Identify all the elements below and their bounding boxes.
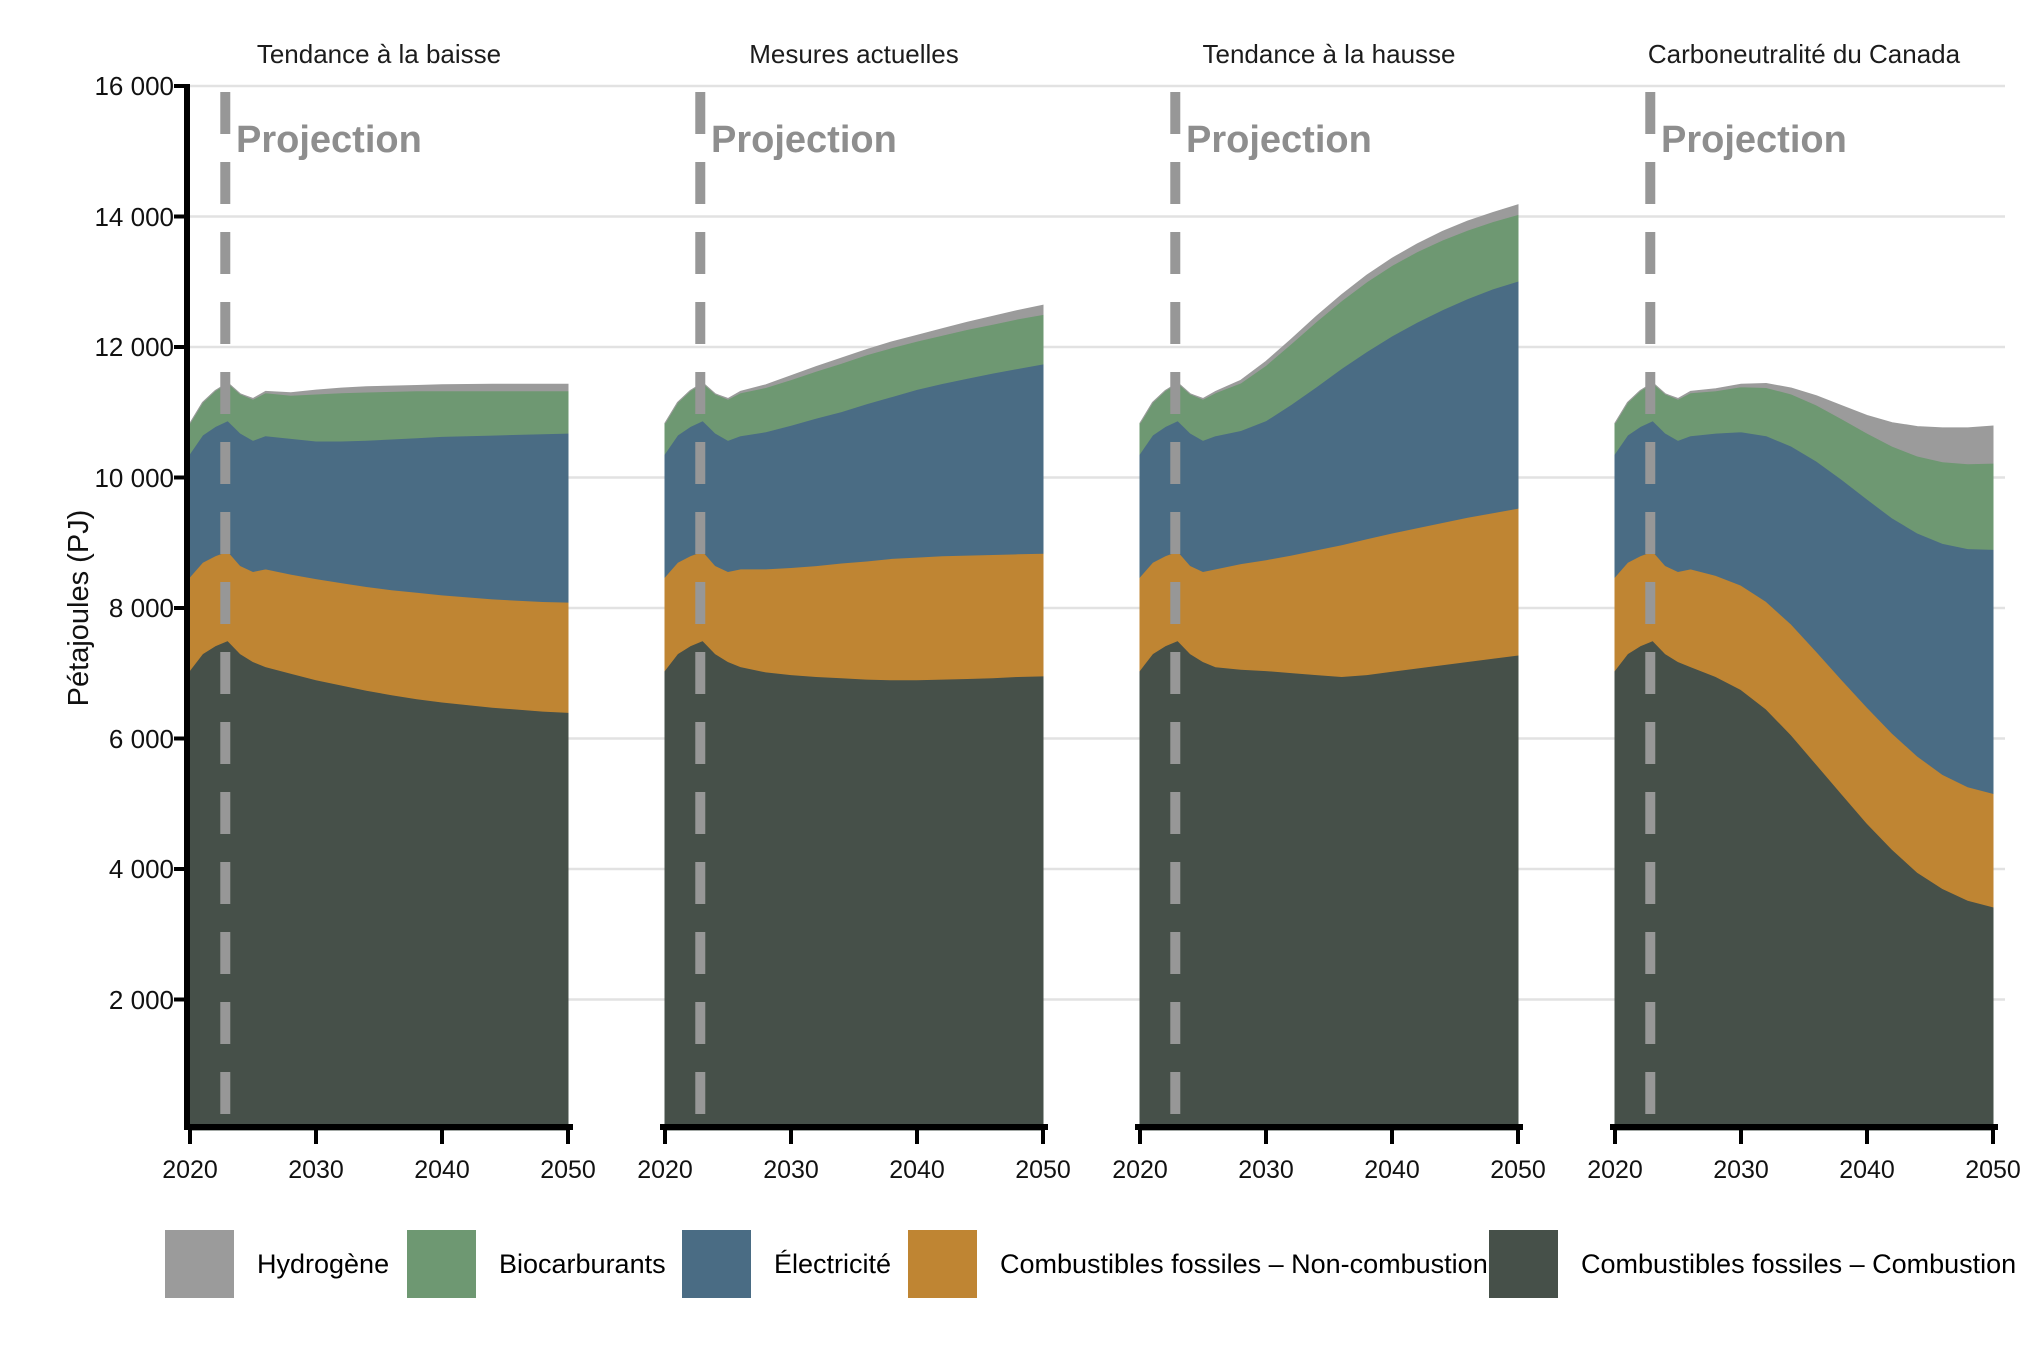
legend: Hydrogène Biocarburants Électricité Comb… [0, 1230, 2025, 1300]
area-band-5-panel-3 [1139, 204, 1519, 424]
x-axis-tick [1041, 1130, 1045, 1144]
x-axis-tick [188, 1130, 192, 1144]
x-axis-tick [915, 1130, 919, 1144]
legend-label-electricite: Électricité [774, 1248, 892, 1279]
y-axis-tick [174, 997, 184, 1002]
y-tick-14000: 14 000 [94, 202, 174, 232]
y-tick-6000: 6 000 [109, 724, 174, 754]
area-band-1-panel-1 [189, 640, 569, 1131]
area-bands [189, 204, 1994, 1131]
area-band-1-panel-2 [664, 640, 1044, 1131]
area-band-5-panel-1 [189, 382, 569, 424]
legend-item-electricite: Électricité [682, 1230, 891, 1298]
x-axis-line-panel-4 [1610, 1124, 1998, 1130]
x-tick-label-2050-panel-3: 2050 [1490, 1156, 1546, 1184]
y-axis-line [184, 84, 190, 1130]
x-axis-tick [1865, 1130, 1869, 1144]
y-tick-16000: 16 000 [94, 71, 174, 101]
x-axis-line-panel-2 [660, 1124, 1048, 1130]
area-band-5-panel-4 [1614, 382, 1994, 465]
y-tick-10000: 10 000 [94, 463, 174, 493]
electricity-swatch [682, 1230, 751, 1298]
projection-label-3: Projection [1186, 119, 1372, 161]
panel-title-hausse: Tendance à la hausse [1203, 39, 1456, 69]
x-tick-label-2020-panel-1: 2020 [162, 1156, 218, 1184]
x-axis-tick [1390, 1130, 1394, 1144]
x-tick-label-2050-panel-1: 2050 [540, 1156, 596, 1184]
legend-label-biocarburants: Biocarburants [499, 1248, 666, 1279]
legend-label-fossiles-combustion: Combustibles fossiles – Combustion [1581, 1248, 2017, 1279]
legend-label-fossiles-non-combustion: Combustibles fossiles – Non-combustion [1000, 1248, 1488, 1279]
projection-label-2: Projection [711, 119, 897, 161]
x-axis-tick [314, 1130, 318, 1144]
y-tick-2000: 2 000 [109, 985, 174, 1015]
y-tick-8000: 8 000 [109, 593, 174, 623]
axes [174, 84, 1998, 1144]
panel-title-carboneutralite: Carboneutralité du Canada [1648, 39, 1961, 69]
legend-item-fossiles-non-combustion: Combustibles fossiles – Non-combustion [908, 1230, 1488, 1298]
x-axis-line-panel-3 [1135, 1124, 1523, 1130]
x-axis-tick [440, 1130, 444, 1144]
x-axis-line-panel-1 [185, 1124, 573, 1130]
x-tick-label-2040-panel-4: 2040 [1839, 1156, 1895, 1184]
x-tick-label-2050-panel-2: 2050 [1015, 1156, 1071, 1184]
x-tick-label-2050-panel-4: 2050 [1965, 1156, 2021, 1184]
y-axis-tick-labels: 16 000 14 000 12 000 10 000 8 000 6 000 … [94, 71, 174, 1015]
projection-label-4: Projection [1661, 119, 1847, 161]
legend-label-hydrogene: Hydrogène [257, 1248, 390, 1279]
x-tick-label-2040-panel-2: 2040 [889, 1156, 945, 1184]
y-axis-tick [174, 345, 184, 349]
x-axis-tick [1516, 1130, 1520, 1144]
panel-title-actuelles: Mesures actuelles [749, 39, 959, 69]
x-axis-tick [663, 1130, 667, 1144]
projection-label-1: Projection [236, 119, 422, 161]
y-axis-tick [174, 214, 184, 219]
x-tick-label-2040-panel-1: 2040 [414, 1156, 470, 1184]
x-axis-tick [1138, 1130, 1142, 1144]
x-tick-label-2030-panel-2: 2030 [763, 1156, 819, 1184]
x-tick-label-2030-panel-1: 2030 [288, 1156, 344, 1184]
x-tick-label-2040-panel-3: 2040 [1364, 1156, 1420, 1184]
x-axis-tick [1991, 1130, 1995, 1144]
fossil-combustion-swatch [1489, 1230, 1558, 1298]
x-axis-tick-labels: 2020 2030 2040 2050 2020 2030 2040 2050 2020 2030… [162, 1156, 2021, 1184]
x-axis-tick [1613, 1130, 1617, 1144]
y-axis-title: Pétajoules (PJ) [63, 510, 95, 707]
y-axis-tick [174, 867, 184, 871]
legend-item-hydrogene: Hydrogène [165, 1230, 389, 1298]
panel-title-baisse: Tendance à la baisse [257, 39, 501, 69]
y-axis-tick [174, 475, 184, 480]
x-axis-tick [1264, 1130, 1268, 1144]
area-band-1-panel-3 [1139, 640, 1519, 1131]
x-tick-label-2030-panel-4: 2030 [1713, 1156, 1769, 1184]
x-tick-label-2020-panel-4: 2020 [1587, 1156, 1643, 1184]
x-axis-tick [789, 1130, 793, 1144]
y-tick-12000: 12 000 [94, 332, 174, 362]
projection-dashed-lines [220, 92, 1656, 1124]
x-axis-tick [566, 1130, 570, 1144]
fossil-non-combustion-swatch [908, 1230, 977, 1298]
y-tick-4000: 4 000 [109, 854, 174, 884]
y-axis-tick [174, 84, 184, 88]
x-tick-label-2020-panel-2: 2020 [637, 1156, 693, 1184]
y-axis-tick [174, 606, 184, 610]
x-axis-tick [1739, 1130, 1743, 1144]
x-tick-label-2030-panel-3: 2030 [1238, 1156, 1294, 1184]
x-tick-label-2020-panel-3: 2020 [1112, 1156, 1168, 1184]
legend-item-fossiles-combustion: Combustibles fossiles – Combustion [1489, 1230, 2016, 1298]
y-axis-tick [174, 736, 184, 741]
biofuels-swatch [407, 1230, 476, 1298]
area-band-5-panel-2 [664, 304, 1044, 424]
hydrogen-swatch [165, 1230, 234, 1298]
legend-item-biocarburants: Biocarburants [407, 1230, 666, 1298]
